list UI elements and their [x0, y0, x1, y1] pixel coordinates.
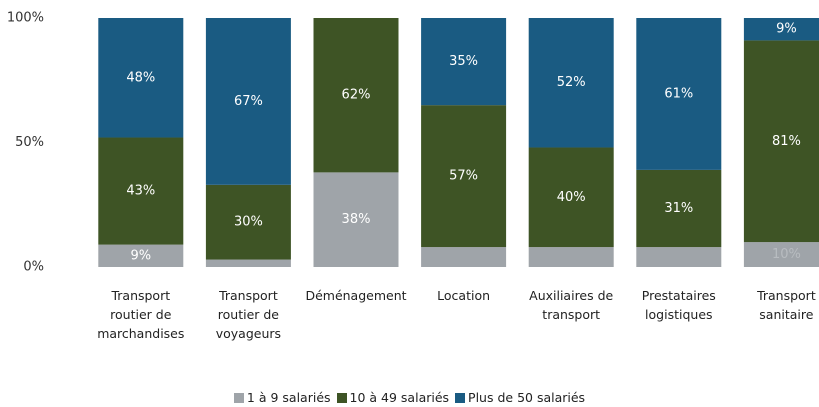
data-label: 67% — [234, 94, 263, 109]
data-label: 62% — [342, 88, 371, 103]
bar-segment — [636, 247, 722, 267]
bar-segment — [205, 259, 291, 267]
legend-label: 1 à 9 salariés — [246, 390, 331, 405]
data-label: 43% — [126, 184, 155, 199]
x-tick-label: Auxiliaires de transport — [529, 288, 614, 322]
y-tick-label: 0% — [23, 260, 44, 275]
legend-label: 10 à 49 salariés — [349, 390, 450, 405]
data-label: 9% — [130, 248, 151, 263]
bar-segment — [528, 18, 614, 148]
x-tick-label: Transport routier de marchandises — [97, 288, 185, 341]
data-label: 10% — [772, 247, 801, 262]
legend-item: Plus de 50 salariés — [455, 390, 585, 405]
data-label: 81% — [772, 134, 801, 149]
bar-segment — [421, 247, 507, 267]
legend-swatch — [336, 392, 347, 403]
x-tick-label: Transport sanitaire — [757, 288, 816, 322]
bar-segment — [743, 40, 819, 243]
data-label: 31% — [664, 201, 693, 216]
x-tick-label: Déménagement — [305, 288, 407, 303]
bar-segment — [636, 18, 722, 170]
x-tick-label: Transport routier de voyageurs — [215, 288, 282, 341]
bar-segment — [421, 18, 507, 106]
legend-swatch — [455, 392, 466, 403]
legend: 1 à 9 salariés 10 à 49 salariés Plus de 50… — [0, 390, 819, 405]
legend-swatch — [233, 392, 244, 403]
data-label: 35% — [449, 54, 478, 69]
data-label: 61% — [664, 86, 693, 101]
bar-segment — [205, 18, 291, 185]
y-tick-label: 50% — [15, 135, 44, 150]
bar-segment — [743, 242, 819, 267]
data-label: 38% — [342, 212, 371, 227]
legend-item: 1 à 9 salariés — [233, 390, 331, 405]
bar-segment — [636, 169, 722, 248]
data-label: 9% — [776, 22, 797, 37]
legend-item: 10 à 49 salariés — [336, 390, 450, 405]
data-label: 52% — [557, 75, 586, 90]
bar-segment — [313, 18, 399, 173]
data-label: 30% — [234, 215, 263, 230]
x-tick-label: Location — [437, 288, 491, 303]
bar-segment — [205, 184, 291, 260]
bar-segment — [528, 247, 614, 267]
bar-segment — [98, 137, 184, 245]
bar-segment — [98, 18, 184, 138]
bar-segment — [98, 244, 184, 267]
bar-segment — [313, 172, 399, 267]
data-label: 40% — [557, 190, 586, 205]
y-tick-label: 100% — [7, 11, 44, 26]
bar-segment — [528, 147, 614, 248]
legend-label: Plus de 50 salariés — [468, 390, 586, 405]
x-tick-label: Prestataires logistiques — [641, 288, 716, 322]
bar-segment — [743, 18, 819, 41]
bar-segment — [421, 105, 507, 248]
data-label: 48% — [126, 70, 155, 85]
data-label: 57% — [449, 169, 478, 184]
